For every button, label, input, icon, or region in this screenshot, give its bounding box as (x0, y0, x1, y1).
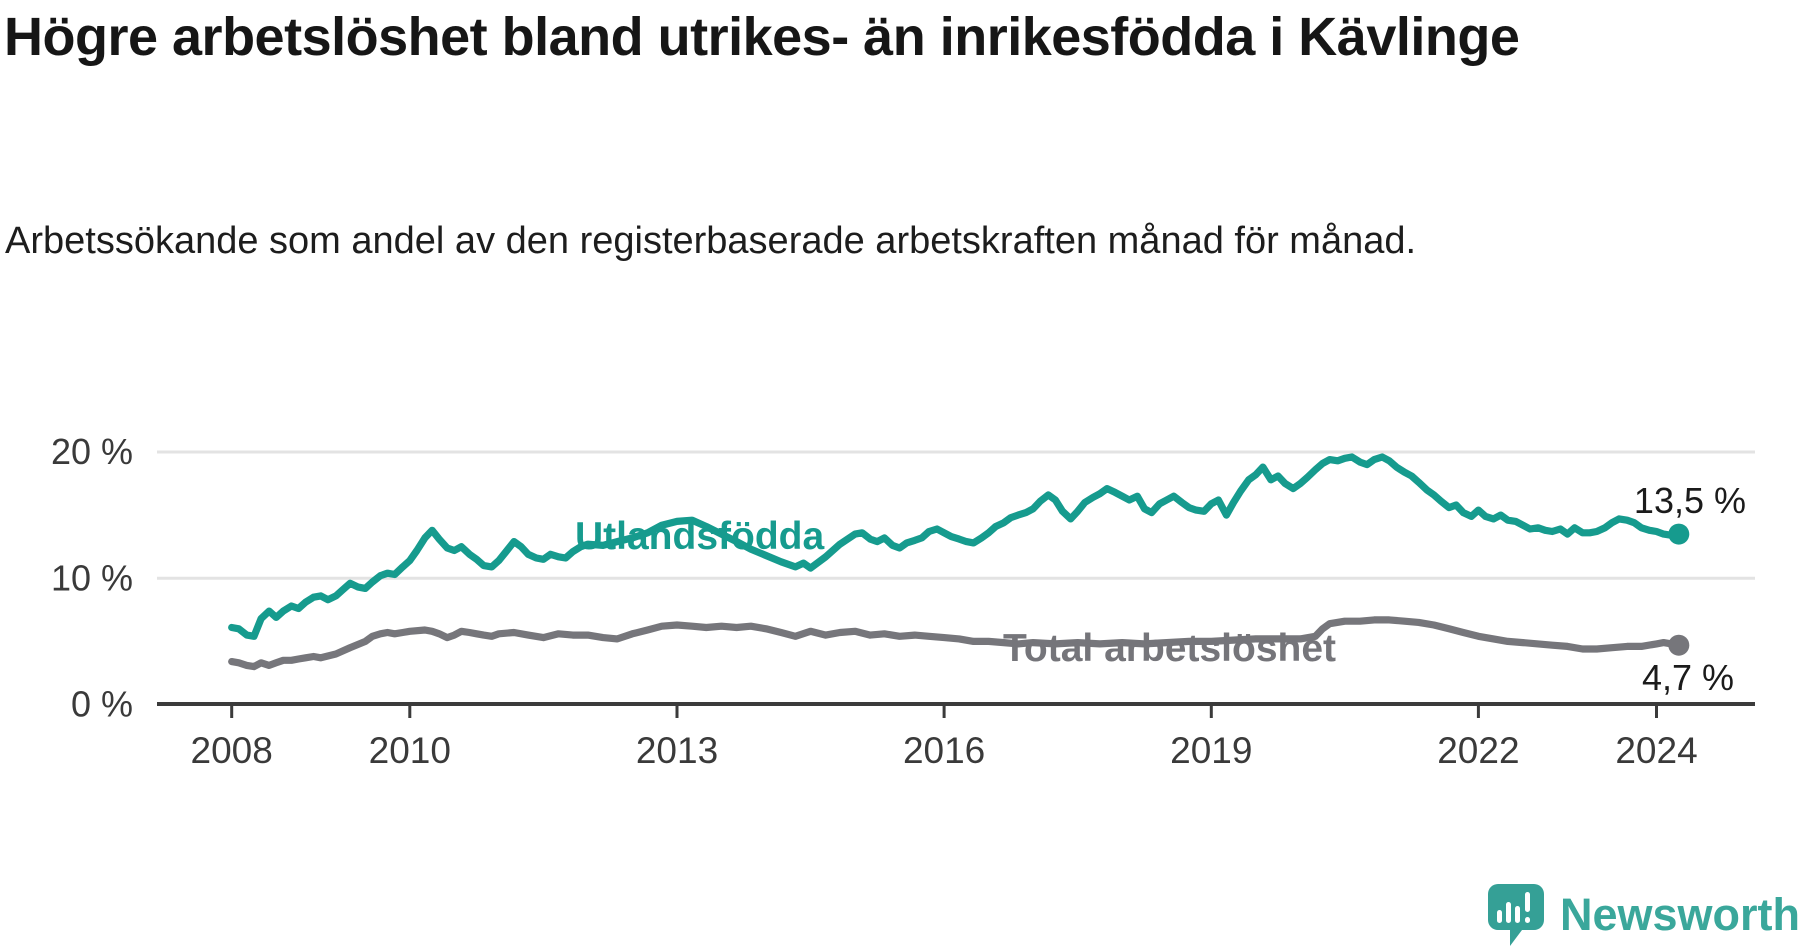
x-tick-labels: 2008 2010 2013 2016 2019 2022 2024 (191, 730, 1698, 771)
x-tick-label-2008: 2008 (191, 730, 273, 771)
x-tick-label-2013: 2013 (636, 730, 718, 771)
x-tick-label-2024: 2024 (1615, 730, 1697, 771)
end-value-label-total-arbetsloshet: 4,7 % (1642, 657, 1734, 698)
end-value-label-utlandsfodda: 13,5 % (1634, 480, 1746, 521)
x-tick-label-2010: 2010 (369, 730, 451, 771)
chart-subtitle: Arbetssökande som andel av den registerb… (5, 220, 1417, 262)
series-label-total-arbetsloshet: Total arbetslöshet (1003, 627, 1336, 670)
y-tick-labels: 0 % 10 % 20 % (51, 431, 133, 725)
series-lines (228, 453, 1690, 671)
end-dot-total-arbetsloshet (1668, 634, 1690, 656)
newsworthy-speech-bubble-chart-icon (1488, 884, 1544, 948)
x-tick-label-2022: 2022 (1437, 730, 1519, 771)
x-tick-label-2019: 2019 (1170, 730, 1252, 771)
series-line-total-arbetsloshet (228, 616, 1683, 671)
page-title: Högre arbetslöshet bland utrikes- än inr… (4, 7, 1520, 67)
x-tick-label-2016: 2016 (903, 730, 985, 771)
series-label-utlandsfodda: Utlandsfödda (575, 515, 824, 558)
y-tick-label-0: 0 % (71, 684, 133, 725)
newsworthy-logo: Newsworthy (1488, 884, 1800, 948)
series-line-utlandsfodda (228, 453, 1683, 640)
end-dot-utlandsfodda (1668, 523, 1690, 545)
logo-wordmark: Newsworthy (1560, 888, 1800, 940)
x-axis (157, 702, 1755, 718)
y-tick-label-20: 20 % (51, 431, 133, 472)
gridlines (157, 450, 1755, 580)
y-tick-label-10: 10 % (51, 557, 133, 598)
